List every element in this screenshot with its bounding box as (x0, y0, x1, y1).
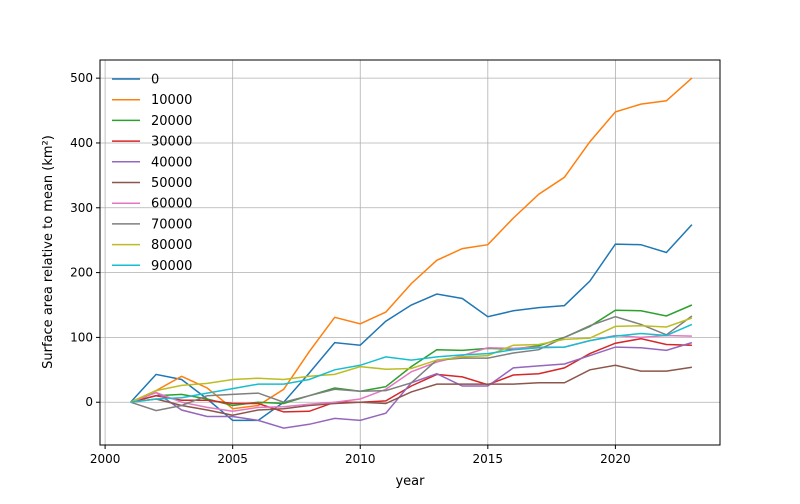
x-tick-label: 2005 (217, 452, 248, 466)
legend-label: 20000 (151, 114, 192, 129)
legend-label: 80000 (151, 238, 192, 253)
grid (100, 60, 720, 445)
legend-label: 90000 (151, 259, 192, 274)
legend-label: 10000 (151, 93, 192, 108)
x-tick-label: 2000 (90, 452, 121, 466)
x-tick-label: 2020 (600, 452, 631, 466)
series-line-50000 (130, 364, 693, 416)
axis-ticks: 2000 2005 2010 2015 2020 0 100 200 300 400 500 (70, 71, 631, 466)
legend-label: 30000 (151, 135, 192, 150)
series-line-30000 (130, 337, 692, 413)
legend-label: 60000 (151, 197, 192, 212)
series-line-90000 (130, 323, 693, 403)
legend-label: 0 (151, 73, 159, 88)
plot-frame (99, 59, 721, 446)
y-tick-label: 300 (70, 201, 93, 215)
x-axis-label: year (395, 474, 425, 489)
legend-label: 50000 (151, 176, 192, 191)
x-tick-label: 2015 (473, 452, 504, 466)
x-tick-label: 2010 (345, 452, 376, 466)
series-lines (130, 77, 693, 429)
y-axis-label: Surface area relative to mean (km²) (41, 135, 56, 369)
y-tick-label: 100 (70, 330, 93, 344)
series-line-20000 (130, 304, 693, 407)
legend-label: 40000 (151, 155, 192, 170)
y-tick-label: 400 (70, 136, 93, 150)
series-line-70000 (130, 315, 693, 412)
legend: 0 10000 20000 30000 40000 50000 60000 70000 8000… (112, 73, 192, 274)
series-line-80000 (130, 317, 693, 403)
series-line-10000 (130, 77, 693, 410)
y-tick-label: 200 (70, 266, 93, 280)
y-tick-label: 500 (70, 71, 93, 85)
y-tick-label: 0 (85, 395, 93, 409)
legend-label: 70000 (151, 217, 192, 232)
